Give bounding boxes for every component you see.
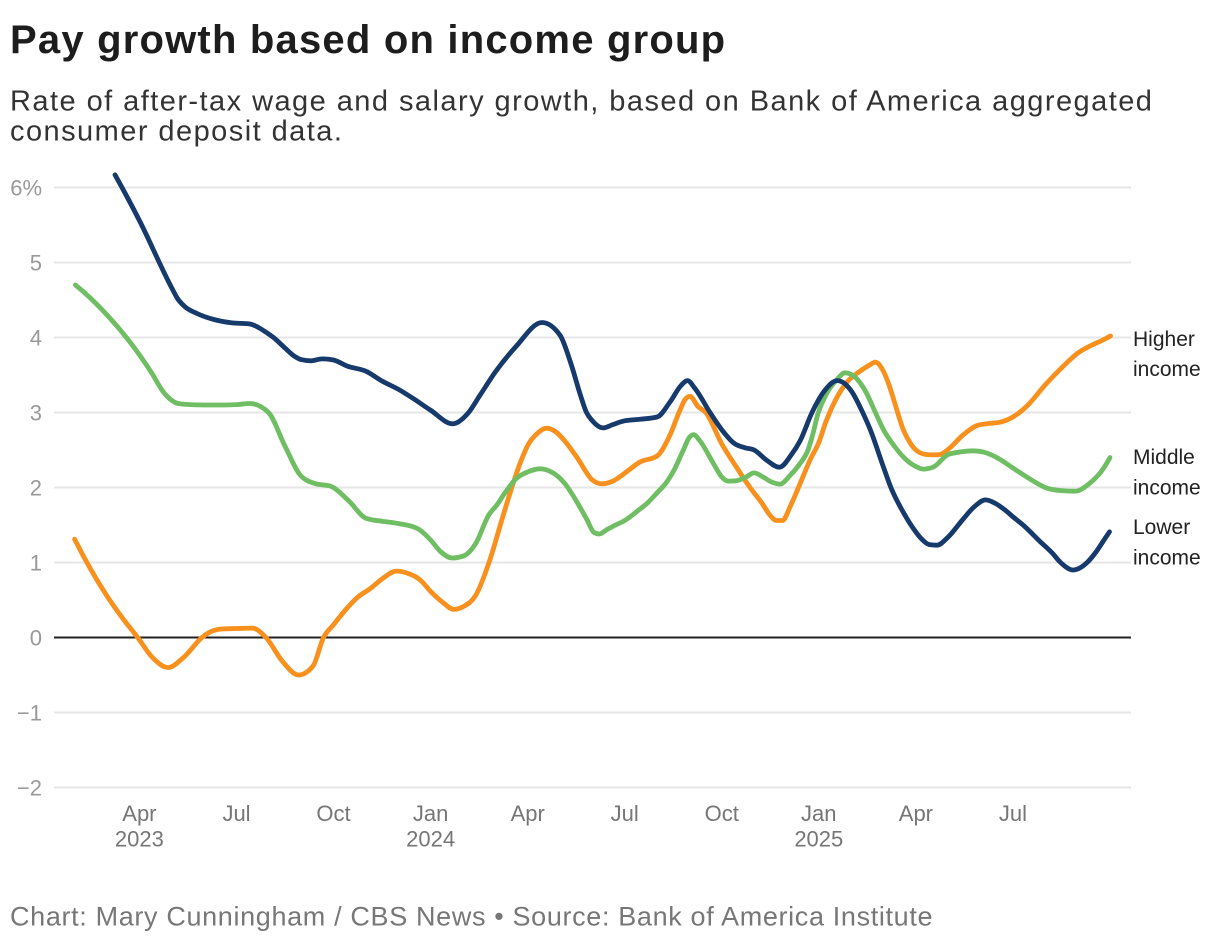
- svg-text:income: income: [1133, 358, 1201, 381]
- svg-text:3: 3: [30, 401, 42, 426]
- svg-text:Oct: Oct: [316, 801, 350, 826]
- svg-text:2024: 2024: [406, 827, 455, 852]
- svg-text:Jul: Jul: [999, 801, 1027, 826]
- svg-text:2: 2: [30, 476, 42, 501]
- svg-text:Jan: Jan: [801, 801, 836, 826]
- svg-text:Rate of after-tax wage and sal: Rate of after-tax wage and salary growth…: [10, 86, 1153, 118]
- svg-text:income: income: [1133, 546, 1201, 569]
- svg-text:5: 5: [30, 251, 42, 276]
- svg-text:Oct: Oct: [705, 801, 739, 826]
- svg-text:Apr: Apr: [122, 801, 156, 826]
- svg-text:Pay growth based on income gro: Pay growth based on income group: [10, 18, 726, 62]
- svg-text:Jan: Jan: [413, 801, 448, 826]
- svg-text:income: income: [1133, 476, 1201, 499]
- svg-text:Apr: Apr: [511, 801, 545, 826]
- svg-text:0: 0: [30, 626, 42, 651]
- svg-text:2025: 2025: [794, 827, 843, 852]
- svg-text:4: 4: [30, 326, 42, 351]
- svg-text:Lower: Lower: [1133, 516, 1190, 539]
- svg-text:Higher: Higher: [1133, 328, 1195, 351]
- svg-text:−2: −2: [17, 776, 42, 801]
- svg-text:Middle: Middle: [1133, 446, 1195, 469]
- svg-text:1: 1: [30, 551, 42, 576]
- svg-text:consumer deposit data.: consumer deposit data.: [10, 115, 343, 147]
- svg-text:6%: 6%: [10, 176, 42, 201]
- svg-text:Chart: Mary Cunningham / CBS N: Chart: Mary Cunningham / CBS News • Sour…: [10, 902, 933, 932]
- svg-text:2023: 2023: [115, 827, 164, 852]
- svg-text:Jul: Jul: [611, 801, 639, 826]
- svg-text:−1: −1: [17, 701, 42, 726]
- svg-text:Apr: Apr: [899, 801, 933, 826]
- svg-text:Jul: Jul: [222, 801, 250, 826]
